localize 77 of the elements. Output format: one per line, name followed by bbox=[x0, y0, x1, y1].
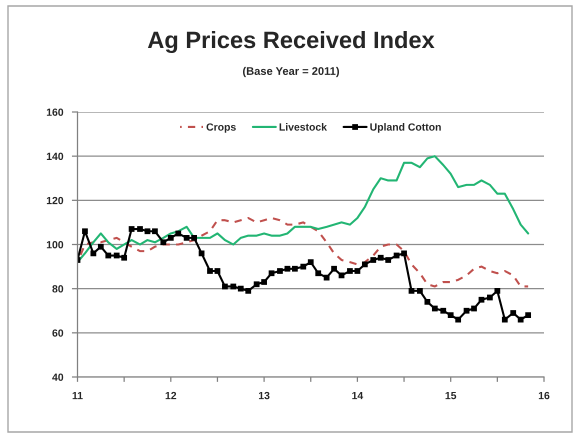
point bbox=[160, 239, 166, 246]
point bbox=[137, 226, 143, 232]
point bbox=[362, 261, 368, 268]
point bbox=[168, 234, 174, 241]
point bbox=[222, 284, 228, 290]
point bbox=[191, 234, 198, 241]
point bbox=[82, 228, 88, 234]
point bbox=[370, 257, 376, 263]
chart-subtitle: (Base Year = 2011) bbox=[243, 66, 340, 78]
point bbox=[315, 270, 322, 276]
point bbox=[338, 272, 344, 278]
point bbox=[128, 226, 134, 232]
point bbox=[230, 284, 236, 290]
point bbox=[487, 294, 493, 300]
point bbox=[184, 234, 190, 241]
x-tick-label: 11 bbox=[72, 392, 83, 400]
point bbox=[455, 316, 462, 322]
point bbox=[308, 259, 314, 266]
point bbox=[105, 252, 112, 258]
point bbox=[207, 268, 213, 274]
point bbox=[494, 288, 500, 294]
point bbox=[121, 254, 128, 261]
point bbox=[510, 310, 516, 316]
y-tick-label: 120 bbox=[46, 196, 64, 204]
point bbox=[284, 266, 290, 272]
point bbox=[300, 264, 306, 270]
x-tick-label: 14 bbox=[352, 392, 364, 400]
point bbox=[175, 230, 182, 236]
point bbox=[385, 257, 392, 263]
point bbox=[471, 306, 477, 312]
point bbox=[408, 288, 414, 294]
x-tick-label: 12 bbox=[166, 392, 176, 400]
point bbox=[144, 228, 150, 234]
point bbox=[268, 270, 274, 276]
legend-label: Livestock bbox=[280, 123, 327, 131]
point bbox=[114, 252, 120, 258]
point bbox=[254, 281, 260, 288]
point bbox=[448, 312, 454, 318]
point bbox=[347, 268, 353, 274]
point bbox=[394, 252, 400, 258]
chart-title: Ag Prices Received Index bbox=[148, 30, 435, 54]
point bbox=[478, 296, 484, 303]
point bbox=[401, 250, 407, 256]
point bbox=[324, 274, 330, 281]
point bbox=[198, 250, 204, 256]
point bbox=[238, 286, 244, 292]
point bbox=[245, 288, 252, 294]
point bbox=[502, 316, 508, 322]
x-tick-label: 16 bbox=[538, 392, 550, 400]
point bbox=[525, 312, 532, 318]
point bbox=[432, 306, 438, 312]
point bbox=[292, 266, 298, 272]
point bbox=[214, 268, 220, 274]
point bbox=[424, 299, 430, 305]
point bbox=[277, 268, 283, 274]
point bbox=[417, 288, 423, 294]
y-tick-label: 160 bbox=[46, 108, 64, 116]
point bbox=[378, 254, 384, 261]
y-tick-label: 40 bbox=[52, 374, 64, 381]
legend-label: Upland Cotton bbox=[370, 123, 441, 133]
point bbox=[331, 266, 337, 272]
y-tick-label: 60 bbox=[52, 329, 64, 337]
y-tick-label: 80 bbox=[52, 285, 64, 293]
x-tick-label: 13 bbox=[258, 392, 270, 400]
y-tick-label: 100 bbox=[46, 241, 64, 248]
line-series bbox=[78, 216, 530, 288]
legend-label: Crops bbox=[206, 123, 236, 133]
point bbox=[464, 308, 470, 314]
x-tick-label: 15 bbox=[446, 392, 456, 400]
point bbox=[90, 250, 96, 256]
point bbox=[354, 268, 360, 274]
point bbox=[152, 228, 158, 234]
point bbox=[261, 279, 267, 285]
point bbox=[518, 316, 524, 322]
y-tick-label: 140 bbox=[46, 152, 64, 160]
point bbox=[98, 244, 104, 250]
point bbox=[440, 308, 446, 314]
